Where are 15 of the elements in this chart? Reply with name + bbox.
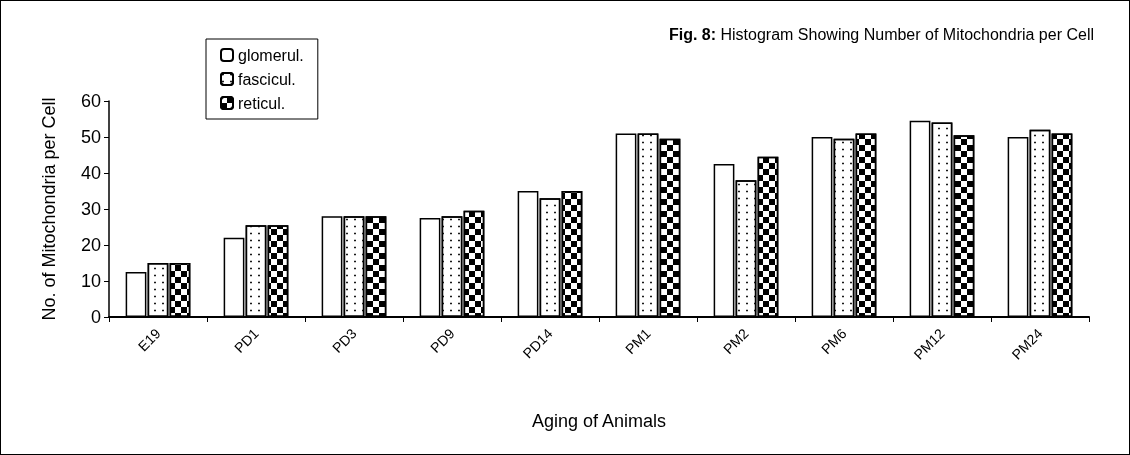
y-axis-title: No. of Mitochondria per Cell: [39, 97, 59, 321]
x-axis-title: Aging of Animals: [531, 411, 667, 431]
y-tick-label: 50: [80, 127, 101, 147]
y-tick-label: 30: [80, 199, 101, 219]
y-tick-label: 20: [80, 235, 101, 255]
y-tick-label: 0: [90, 307, 101, 327]
x-tick-label: PD1: [231, 325, 262, 356]
y-tick-label: 40: [80, 163, 101, 183]
legend-label: fascicul.: [238, 70, 296, 88]
legend-label: reticul.: [238, 94, 286, 112]
x-tick-label: E19: [134, 325, 164, 355]
y-tick-label: 10: [80, 271, 101, 291]
y-tick-label: 60: [80, 91, 101, 111]
legend-label: glomerul.: [238, 46, 304, 64]
chart-title: Fig. 8: Histogram Showing Number of Mitochondria per Cell: [668, 25, 1094, 43]
